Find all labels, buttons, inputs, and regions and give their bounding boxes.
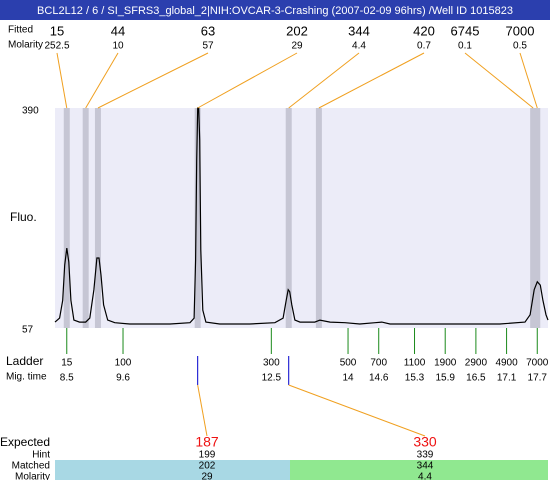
ladder-time: 14 — [342, 373, 354, 384]
peak-leader — [519, 52, 538, 109]
peak-size: 420 — [413, 23, 435, 38]
ladder-size: 700 — [370, 358, 387, 369]
match-expected: 187 — [195, 434, 219, 450]
peak-size: 63 — [201, 23, 215, 38]
match-row-label: Hint — [32, 450, 50, 461]
peak-band — [534, 108, 541, 328]
peak-size: 344 — [348, 23, 370, 38]
ladder-time: 14.6 — [369, 373, 389, 384]
peak-molarity: 0.7 — [417, 41, 431, 52]
ladder-time: 15.9 — [435, 373, 455, 384]
peak-band — [63, 108, 70, 328]
ladder-size: 1100 — [404, 358, 426, 369]
match-hint: 339 — [417, 450, 434, 461]
ladder-size: 2900 — [465, 358, 488, 369]
peak-band — [530, 108, 537, 328]
peak-band — [194, 108, 201, 328]
peak-band — [285, 108, 292, 328]
peak-leader — [56, 52, 68, 109]
title: BCL2L12 / 6 / SI_SFRS3_global_2|NIH:OVCA… — [37, 5, 513, 17]
molarity-row-label: Molarity — [8, 40, 43, 51]
mig-time-label: Mig. time — [6, 372, 47, 383]
peak-leader — [97, 52, 209, 109]
peak-band — [82, 108, 89, 328]
ladder-size: 15 — [61, 358, 73, 369]
match-row-label: Expected — [0, 435, 50, 449]
ladder-size: 100 — [115, 358, 132, 369]
match-matched: 344 — [417, 461, 434, 472]
match-row-label: Molarity — [15, 472, 50, 480]
y-tick-label: 57 — [22, 325, 34, 336]
plot-area — [55, 108, 548, 328]
ladder-label: Ladder — [6, 354, 43, 368]
match-hint: 199 — [199, 450, 216, 461]
ladder-time: 12.5 — [262, 373, 282, 384]
ladder-time: 17.7 — [528, 373, 548, 384]
matched-band-2 — [290, 460, 548, 480]
ladder-size: 7000 — [526, 358, 549, 369]
peak-size: 7000 — [506, 23, 535, 38]
trace — [54, 107, 549, 325]
peak-molarity: 10 — [112, 41, 124, 52]
peak-size: 15 — [50, 23, 64, 38]
peak-molarity: 252.5 — [44, 41, 69, 52]
ladder-time: 15.3 — [405, 373, 425, 384]
title-bar — [0, 0, 550, 20]
peak-molarity: 0.5 — [513, 41, 527, 52]
y-label: Fluo. — [10, 210, 37, 224]
ladder-time: 17.1 — [497, 373, 517, 384]
peak-leader — [318, 52, 425, 109]
peak-molarity: 4.4 — [352, 41, 366, 52]
match-row-label: Matched — [12, 461, 50, 472]
matched-band-1 — [55, 460, 290, 480]
ladder-size: 500 — [340, 358, 357, 369]
peak-size: 202 — [286, 23, 308, 38]
ladder-size: 300 — [263, 358, 280, 369]
peak-leader — [85, 52, 119, 109]
peak-leader — [197, 52, 298, 109]
match-molarity: 29 — [201, 472, 213, 480]
y-tick-label: 390 — [22, 106, 39, 117]
match-expected: 330 — [413, 434, 437, 450]
match-leader — [197, 384, 208, 437]
ladder-time: 16.5 — [466, 373, 486, 384]
peak-band — [94, 108, 101, 328]
ladder-time: 9.6 — [116, 373, 130, 384]
ladder-size: 1900 — [434, 358, 457, 369]
peak-molarity: 0.1 — [458, 41, 472, 52]
match-matched: 202 — [199, 461, 216, 472]
peak-molarity: 57 — [202, 41, 214, 52]
peaks-row-label: Fitted — [8, 25, 33, 36]
match-molarity: 4.4 — [418, 472, 432, 480]
peak-size: 44 — [111, 23, 125, 38]
ladder-size: 4900 — [495, 358, 518, 369]
peak-band — [315, 108, 322, 328]
match-leader — [288, 384, 426, 437]
ladder-time: 8.5 — [60, 373, 74, 384]
peak-leader — [464, 52, 534, 109]
peak-molarity: 29 — [291, 41, 303, 52]
peak-size: 6745 — [451, 23, 480, 38]
peak-leader — [288, 52, 360, 109]
